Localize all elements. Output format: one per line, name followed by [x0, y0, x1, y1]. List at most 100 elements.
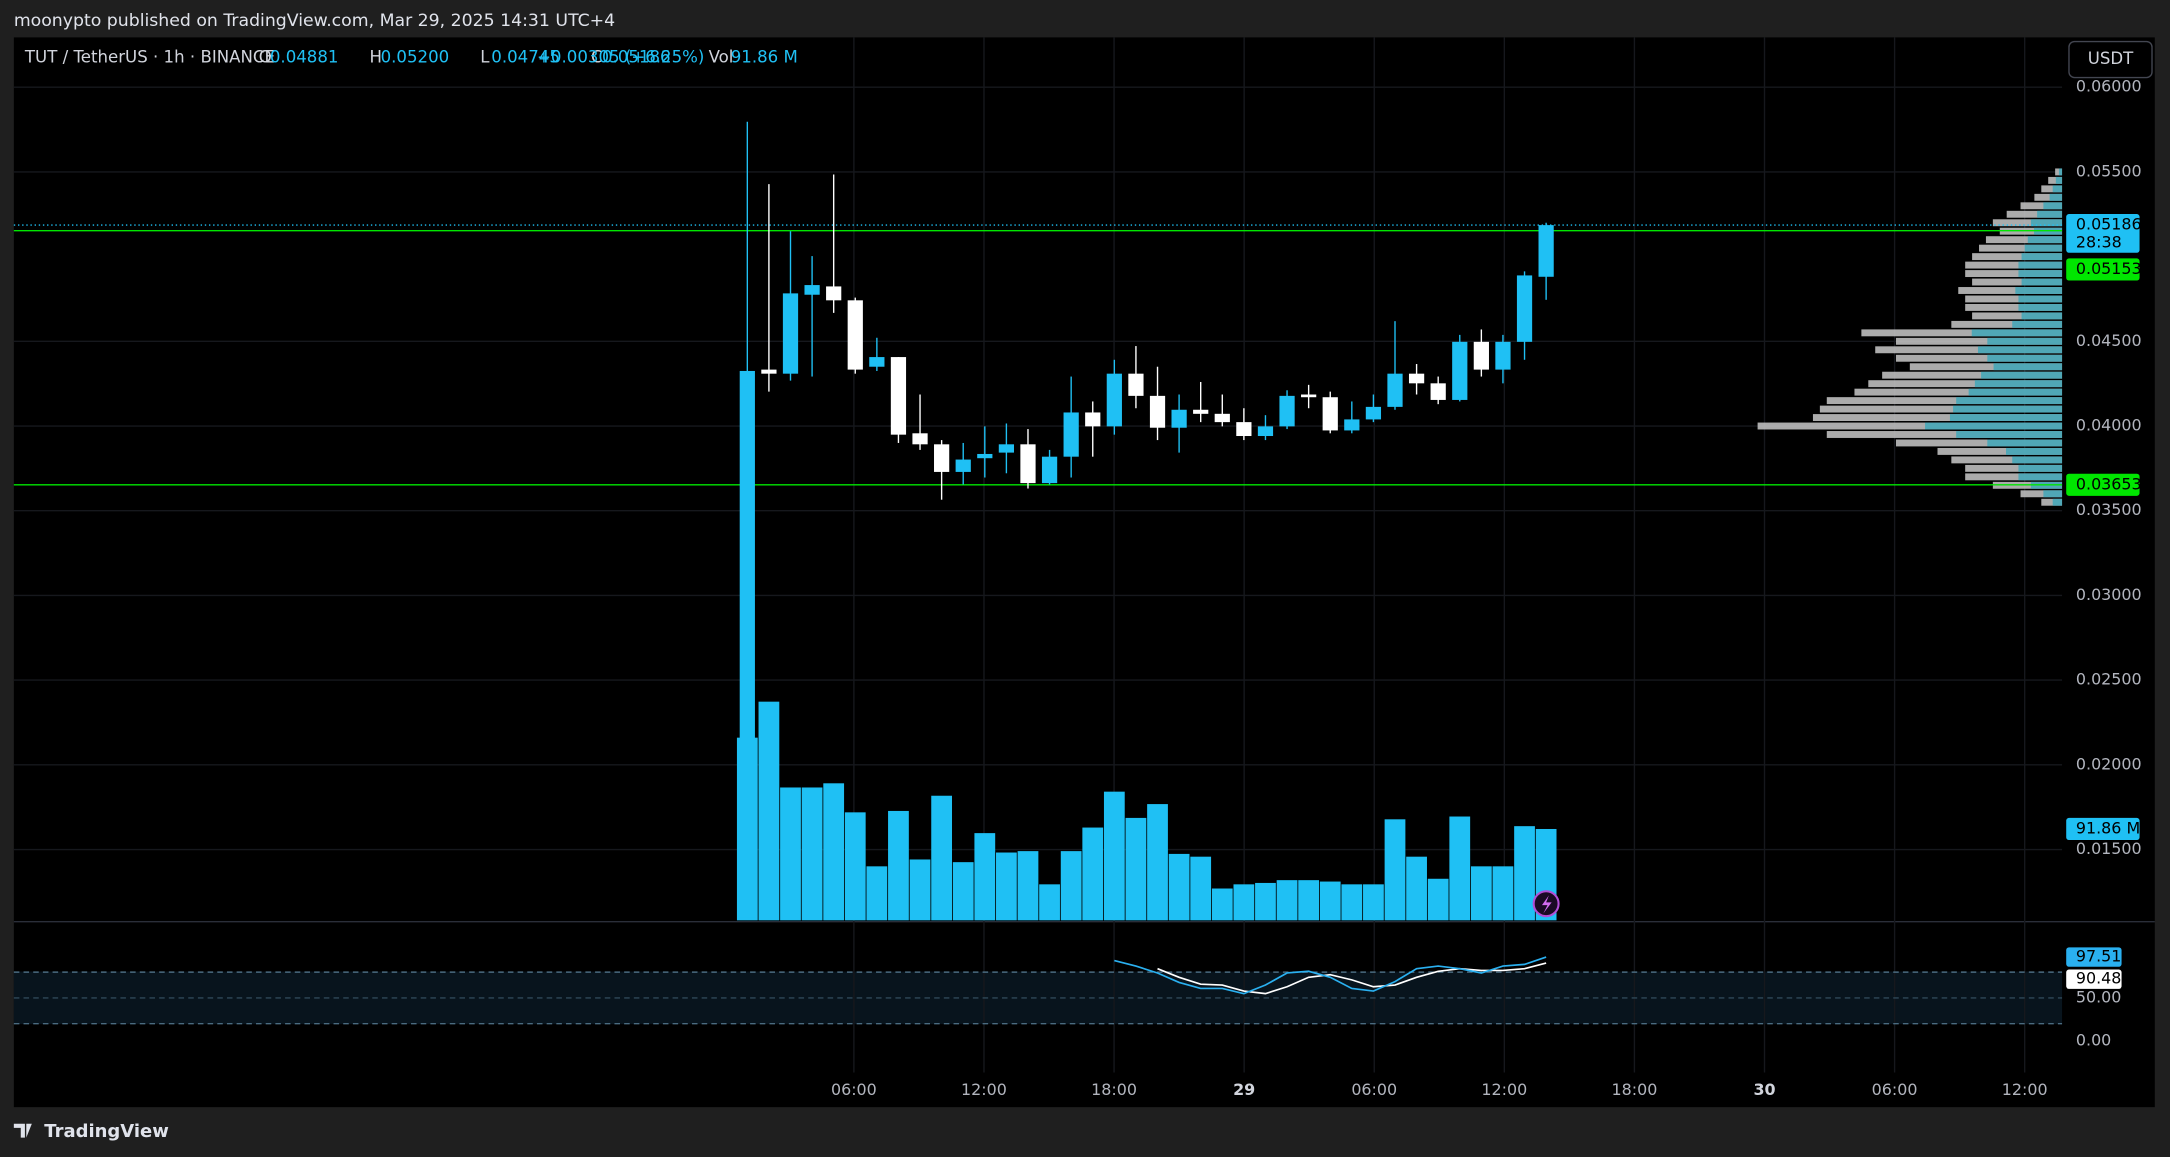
profile-bar: [1958, 287, 2063, 294]
profile-bar-inner: [1987, 354, 2063, 362]
profile-bar: [1826, 431, 2063, 438]
profile-bar: [1972, 278, 2063, 286]
volume-bar: [1039, 884, 1060, 921]
candle-body: [934, 444, 950, 472]
x-tick-label: 30: [1753, 1080, 1775, 1099]
candle-body: [1452, 341, 1468, 400]
profile-bar-inner: [2015, 287, 2063, 294]
profile-bar: [1965, 464, 2063, 472]
volume-bar: [1276, 880, 1298, 921]
volume-bar: [909, 859, 931, 921]
volume-bar: [1341, 884, 1363, 921]
profile-bar-inner: [1987, 337, 2063, 345]
osc-line-k: [1114, 956, 1547, 995]
profile-bar: [1951, 320, 2063, 328]
osc-k-tag: [2066, 947, 2122, 967]
candle-body: [1365, 406, 1382, 420]
profile-bar-inner: [2027, 236, 2063, 244]
currency-button[interactable]: [2068, 40, 2153, 79]
volume-bar: [974, 833, 996, 921]
volume-bar: [1384, 819, 1406, 921]
profile-bar: [1965, 270, 2063, 278]
candle-body: [1301, 394, 1317, 398]
volume-bar: [1470, 866, 1492, 921]
profile-bar: [1826, 397, 2063, 405]
profile-bar-inner: [2018, 303, 2063, 311]
profile-bar-inner: [2037, 210, 2063, 218]
profile-bar-inner: [1949, 414, 2063, 422]
candle-body: [739, 370, 755, 918]
y-tick-label: 0.06000: [2076, 77, 2142, 96]
candle-body: [1041, 456, 1058, 484]
volume-bar: [844, 812, 866, 921]
osc-tick-label: 50.00: [2076, 987, 2122, 1006]
currency-label[interactable]: USDT: [2088, 49, 2134, 68]
volume-bar: [888, 810, 909, 921]
profile-bar-inner: [2018, 473, 2063, 481]
profile-bar: [1965, 261, 2063, 269]
profile-bar-inner: [1953, 405, 2063, 413]
profile-bar: [2048, 176, 2063, 184]
profile-bar-inner: [2012, 320, 2063, 328]
profile-bar: [1895, 354, 2063, 362]
x-tick-label: 29: [1233, 1080, 1255, 1099]
volume-bar: [1060, 851, 1082, 921]
profile-bar-inner: [2021, 278, 2063, 286]
profile-bar-inner: [2055, 176, 2063, 184]
candle-body: [912, 433, 928, 445]
profile-bar-inner: [2043, 490, 2063, 498]
candle-body: [1128, 373, 1144, 396]
candle-body: [890, 357, 907, 435]
volume-bar: [1125, 817, 1147, 921]
candle-body: [1106, 373, 1122, 427]
x-tick-label: 06:00: [1872, 1080, 1918, 1099]
profile-bar: [1895, 439, 2063, 447]
profile-bar: [2020, 490, 2063, 498]
price-tag: [2066, 214, 2140, 253]
volume-bar: [1168, 853, 1190, 921]
profile-bar-inner: [1956, 431, 2063, 438]
y-tick-label: 0.03500: [2076, 500, 2142, 519]
candle-body: [1063, 412, 1079, 457]
x-tick-label: 06:00: [831, 1080, 877, 1099]
profile-bar: [2041, 185, 2063, 193]
profile-bar: [1875, 346, 2063, 354]
volume-bar: [758, 701, 780, 921]
volume-tag-label: 91.86 M: [2076, 818, 2140, 837]
osc-d-label: 90.48: [2076, 969, 2122, 988]
profile-bar-inner: [1977, 346, 2063, 354]
osc-line-d: [1157, 962, 1547, 995]
profile-bar: [1937, 447, 2063, 455]
profile-bar: [1979, 244, 2063, 252]
profile-bar: [1972, 253, 2063, 261]
y-tick-label: 0.03000: [2076, 585, 2142, 604]
candle-body: [1149, 395, 1166, 428]
volume-bar: [1427, 878, 1449, 921]
profile-bar-inner: [2018, 464, 2063, 472]
profile-bar: [1861, 329, 2063, 337]
x-tick-label: 06:00: [1351, 1080, 1397, 1099]
change: +0.00305 (+6.25%): [537, 48, 704, 67]
osc-k-label: 97.51: [2076, 947, 2122, 966]
candle-body: [1236, 422, 1252, 437]
volume-bar: [801, 787, 823, 921]
volume-bar: [996, 852, 1017, 921]
profile-bar: [1909, 363, 2063, 371]
volume-value: 91.86 M: [731, 48, 798, 67]
y-tick-label: 0.01500: [2076, 839, 2142, 858]
profile-bar: [1854, 388, 2063, 396]
profile-bar: [2034, 193, 2063, 201]
volume-bar: [1363, 884, 1384, 921]
profile-bar-inner: [2030, 219, 2063, 227]
profile-bar: [1965, 295, 2063, 303]
profile-bar: [2055, 168, 2063, 176]
profile-bar-inner: [2018, 295, 2063, 303]
candle-body: [1408, 373, 1425, 384]
profile-bar: [1895, 337, 2063, 345]
volume-bar: [1449, 816, 1471, 921]
profile-bar: [1812, 414, 2063, 422]
level-tag: [2066, 473, 2140, 496]
level-tag-label: 0.05153: [2076, 259, 2142, 278]
